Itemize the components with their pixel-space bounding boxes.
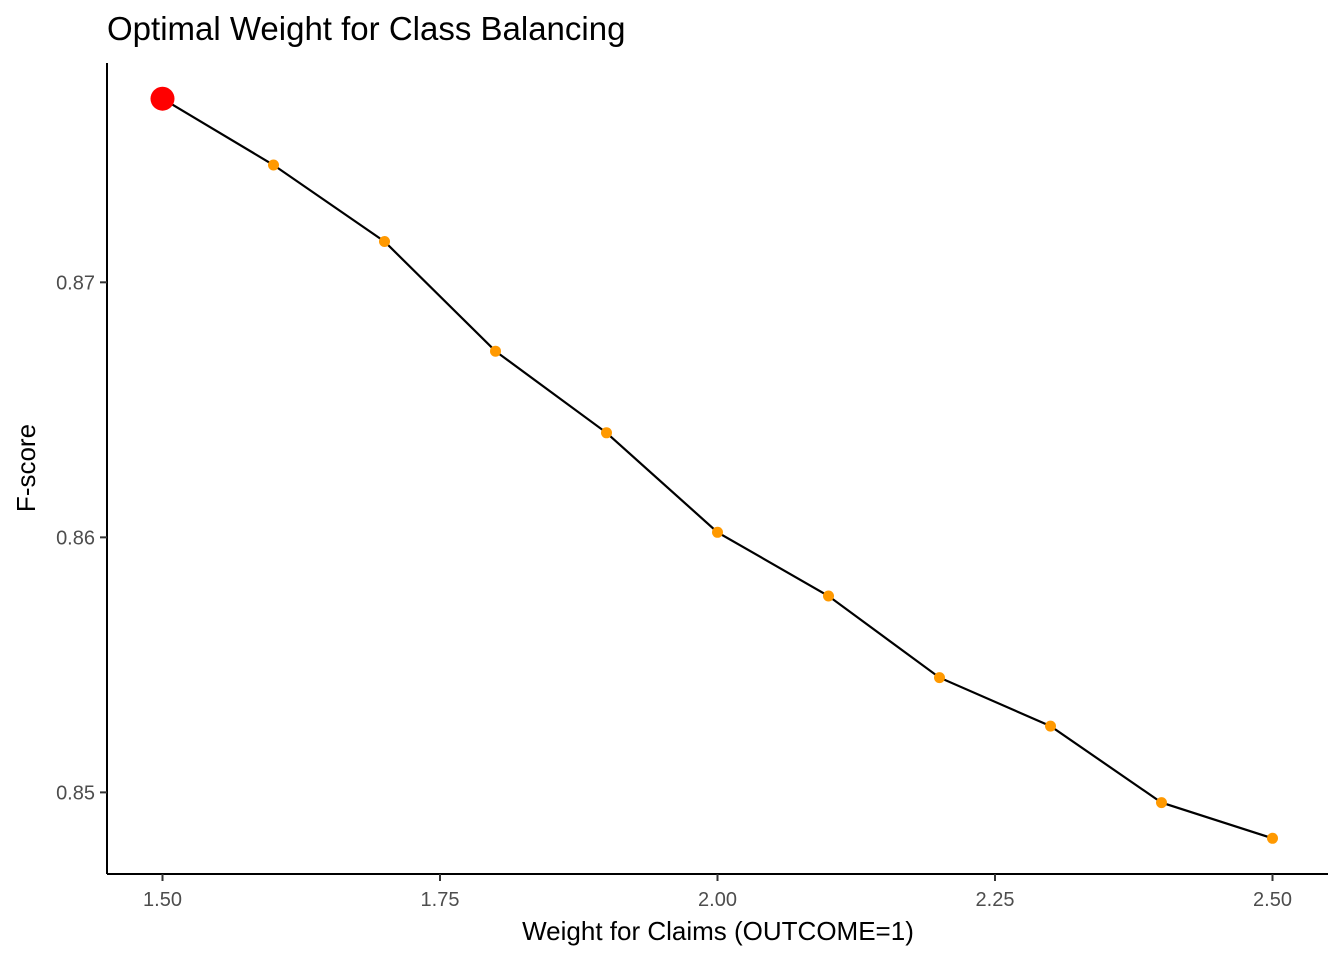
x-tick-label: 1.75 [421, 889, 460, 911]
x-tick-label: 1.50 [143, 889, 182, 911]
y-tick-label: 0.87 [56, 272, 95, 294]
data-point [490, 345, 501, 357]
x-tick-label: 2.50 [1253, 889, 1292, 911]
y-tick-label: 0.85 [56, 782, 95, 804]
y-axis: 0.85 0.86 0.87 [56, 63, 108, 874]
data-point [934, 672, 945, 684]
x-tick-label: 2.00 [698, 889, 737, 911]
data-point [1045, 720, 1056, 732]
y-tick-label: 0.86 [56, 527, 95, 549]
x-axis-label: Weight for Claims (OUTCOME=1) [522, 916, 914, 946]
chart-title: Optimal Weight for Class Balancing [107, 10, 625, 47]
x-tick-label: 2.25 [976, 889, 1015, 911]
data-point [1267, 832, 1278, 844]
plot-area [150, 86, 1278, 844]
data-point [1156, 797, 1167, 809]
data-point [268, 159, 279, 171]
y-axis-label: F-score [11, 424, 41, 512]
data-point [823, 590, 834, 602]
optimal-point [150, 86, 175, 111]
data-point [601, 427, 612, 439]
x-axis: 1.50 1.75 2.00 2.25 2.50 [107, 873, 1328, 911]
series-line [161, 97, 1273, 840]
data-point [712, 526, 723, 538]
data-point [379, 236, 390, 247]
